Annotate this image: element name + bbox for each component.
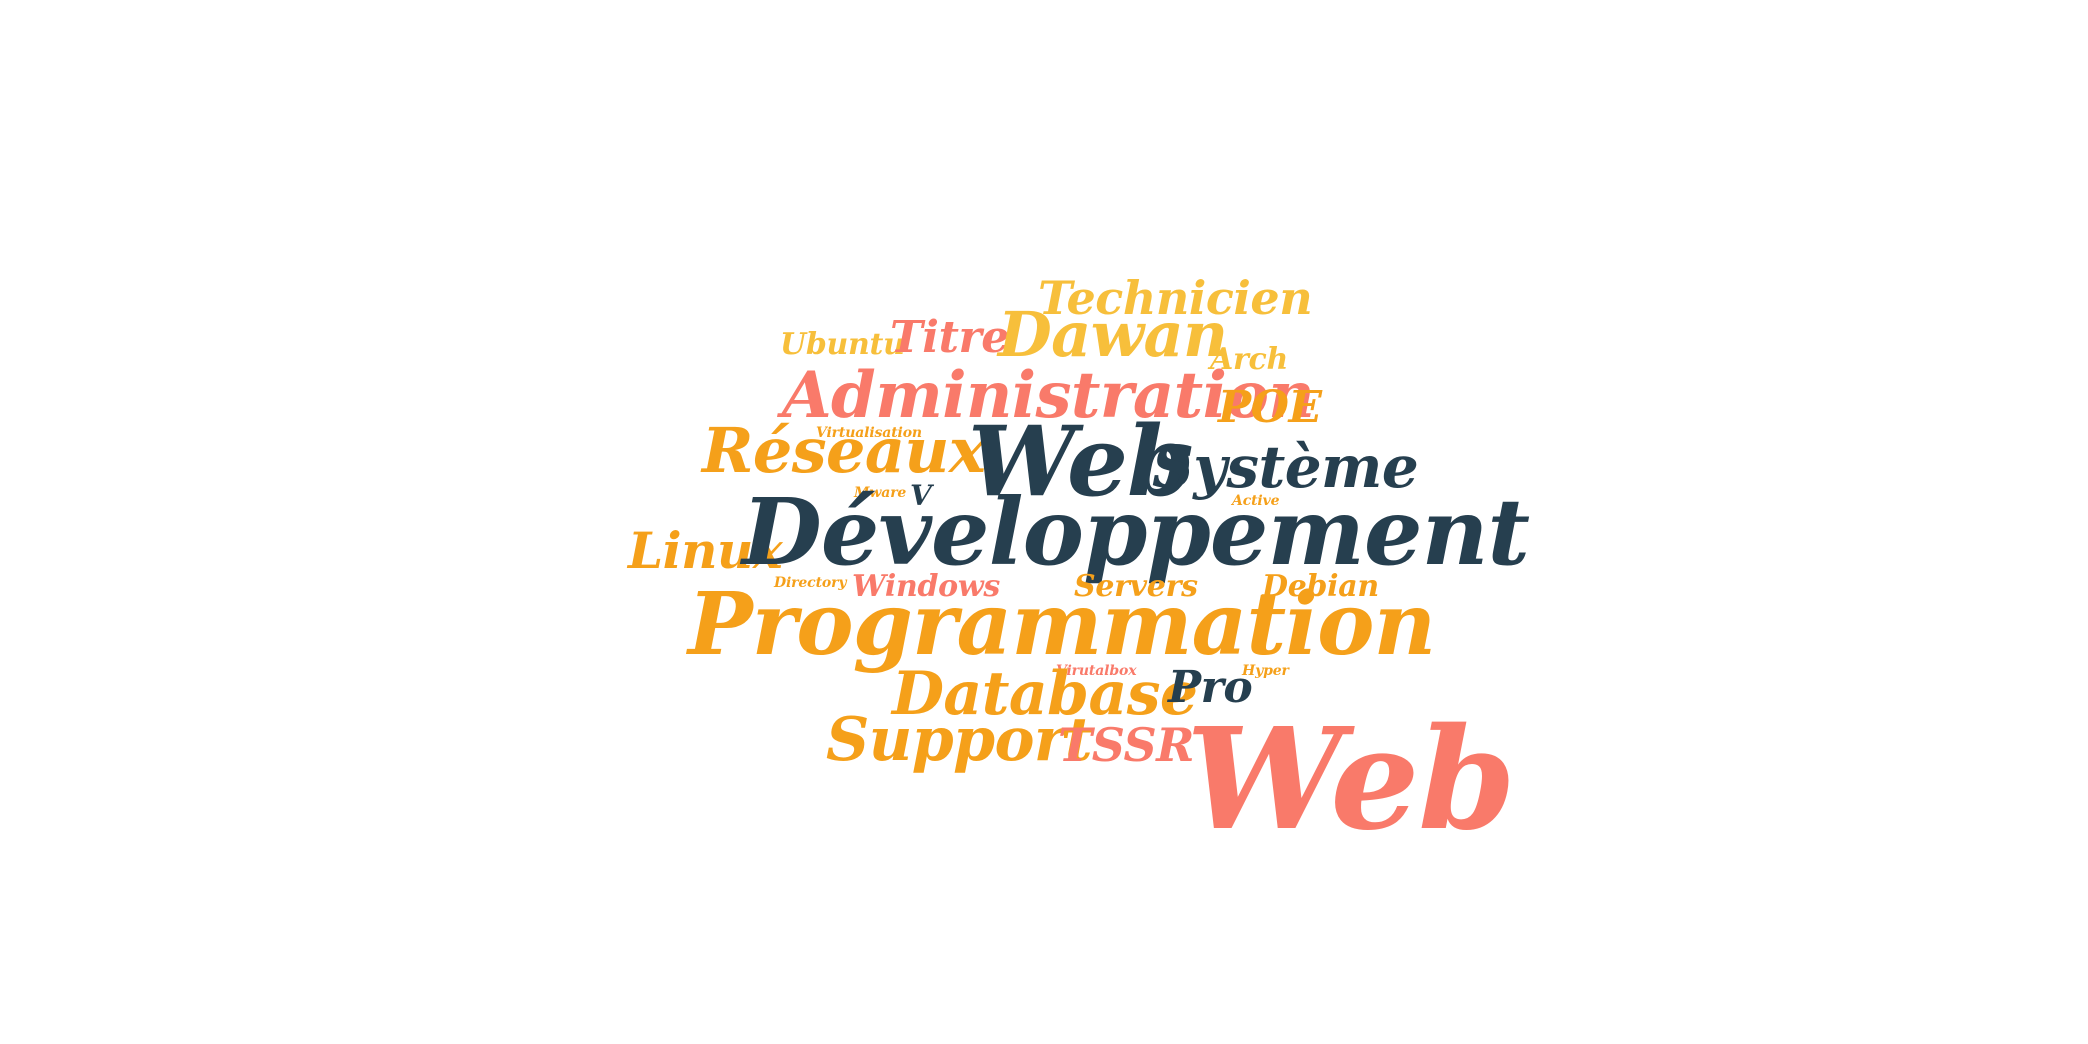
word-titre: Titre	[890, 312, 1009, 363]
word-virtualisation: Virtualisation	[816, 425, 922, 441]
word-tssr: TSSR	[1058, 718, 1195, 772]
word-pro: Pro	[1168, 662, 1253, 713]
word-reseaux: Réseaux	[702, 414, 986, 487]
word-support: Support	[826, 705, 1093, 775]
word-systeme: Système	[1152, 433, 1419, 501]
word-linux: Linux	[628, 521, 783, 580]
word-servers: Servers	[1074, 569, 1198, 604]
word-virutalbox: Virutalbox	[1056, 663, 1137, 679]
word-administration: Administration	[782, 358, 1315, 433]
word-active: Active	[1232, 493, 1280, 509]
word-database: Database	[892, 659, 1198, 729]
word-technicien: Technicien	[1038, 271, 1313, 325]
word-poe: POE	[1218, 382, 1322, 433]
word-windows: Windows	[852, 569, 1000, 604]
word-mware: Mware	[854, 485, 907, 501]
word-developpement: Développement	[742, 478, 1530, 586]
word-v: V	[910, 479, 932, 512]
word-programmation: Programmation	[688, 574, 1436, 675]
word-hyper: Hyper	[1242, 663, 1289, 679]
word-arch: Arch	[1210, 342, 1288, 377]
word-debian: Debian	[1262, 569, 1379, 604]
word-web-salmon: Web	[1186, 698, 1516, 862]
word-directory: Directory	[774, 575, 847, 591]
word-ubuntu: Ubuntu	[780, 327, 905, 362]
word-web-navy: Web	[968, 405, 1194, 518]
word-dawan: Dawan	[998, 298, 1228, 371]
